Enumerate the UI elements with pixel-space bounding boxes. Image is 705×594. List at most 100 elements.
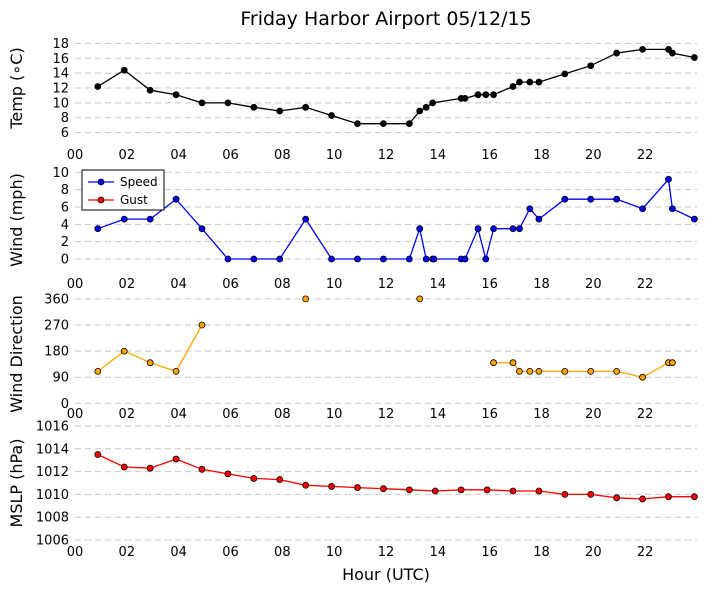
data-point xyxy=(120,347,128,355)
x-tick-label: 04 xyxy=(170,545,187,560)
data-point xyxy=(535,487,543,495)
y-tick-label: 0 xyxy=(61,253,69,268)
data-point xyxy=(146,86,154,94)
data-point xyxy=(429,99,437,107)
data-point xyxy=(613,195,621,203)
x-tick-label: 02 xyxy=(119,545,136,560)
data-point xyxy=(120,463,128,471)
data-point xyxy=(380,255,387,263)
data-point xyxy=(668,359,676,367)
data-point xyxy=(405,486,413,494)
data-point xyxy=(380,485,387,493)
data-point xyxy=(613,49,621,57)
y-tick-label: 10 xyxy=(52,166,69,181)
y-tick-label: 1012 xyxy=(36,465,69,480)
data-point xyxy=(587,62,595,70)
y-tick-label: 4 xyxy=(61,218,69,233)
data-point xyxy=(416,295,424,303)
data-point xyxy=(665,493,672,501)
y-tick-label: 1006 xyxy=(36,534,69,549)
data-point xyxy=(198,321,206,329)
y-tick-label: 8 xyxy=(61,111,69,126)
data-point xyxy=(668,49,676,57)
data-point xyxy=(526,367,534,375)
x-tick-label: 22 xyxy=(637,407,654,422)
data-point xyxy=(691,493,698,501)
data-point xyxy=(526,78,534,86)
x-tick-label: 12 xyxy=(378,148,395,163)
data-point xyxy=(691,54,698,61)
data-point xyxy=(94,225,102,233)
chart-title: Friday Harbor Airport 05/12/15 xyxy=(240,8,531,30)
y-tick-label: 1016 xyxy=(36,420,69,435)
y-tick-label: 10 xyxy=(52,96,69,111)
y-tick-label: 6 xyxy=(61,126,69,141)
series-line xyxy=(97,48,695,125)
data-point xyxy=(146,359,154,367)
y-tick-label: 1008 xyxy=(36,511,69,526)
data-point xyxy=(380,120,387,128)
data-point xyxy=(535,78,543,86)
x-tick-label: 02 xyxy=(119,277,136,292)
data-point xyxy=(691,215,698,223)
x-tick-label: 04 xyxy=(170,277,187,292)
data-point xyxy=(461,255,469,263)
x-tick-label: 10 xyxy=(326,407,343,422)
x-tick-label: 04 xyxy=(170,148,187,163)
data-point xyxy=(587,367,595,375)
data-point xyxy=(516,367,523,375)
y-tick-label: 360 xyxy=(44,292,69,307)
data-point xyxy=(665,175,672,183)
y-axis-label: MSLP (hPa) xyxy=(7,439,26,528)
data-point xyxy=(250,475,258,482)
data-point xyxy=(354,255,361,263)
x-tick-label: 18 xyxy=(533,148,550,163)
y-tick-label: 6 xyxy=(61,201,69,216)
data-point xyxy=(430,255,438,263)
data-point xyxy=(302,215,310,223)
x-tick-label: 22 xyxy=(637,148,654,163)
data-point xyxy=(172,367,180,375)
legend-marker xyxy=(97,178,105,186)
y-tick-label: 18 xyxy=(52,37,69,52)
x-tick-label: 00 xyxy=(67,407,84,422)
panel-3: 0 90 180 270 360 00 02 04 06 08 10 12 14 16 18 20 22 Wind… xyxy=(7,292,697,422)
x-tick-label: 12 xyxy=(378,277,395,292)
data-point xyxy=(250,103,258,111)
y-tick-label: 180 xyxy=(44,345,69,360)
data-point xyxy=(561,70,569,78)
x-tick-label: 02 xyxy=(119,148,136,163)
data-point xyxy=(535,367,543,375)
x-tick-label: 00 xyxy=(67,545,84,560)
x-tick-label: 10 xyxy=(326,277,343,292)
y-tick-label: 14 xyxy=(52,67,69,82)
data-point xyxy=(561,367,569,375)
data-point xyxy=(516,225,523,233)
data-point xyxy=(276,255,284,263)
y-tick-label: 90 xyxy=(52,371,69,386)
x-tick-label: 22 xyxy=(637,277,654,292)
data-point xyxy=(172,91,180,99)
x-tick-label: 22 xyxy=(637,545,654,560)
x-tick-label: 06 xyxy=(222,545,239,560)
data-point xyxy=(535,215,543,223)
x-tick-label: 08 xyxy=(274,148,291,163)
legend-label: Gust xyxy=(120,193,148,207)
data-point xyxy=(639,373,646,381)
data-point xyxy=(276,107,284,115)
data-point xyxy=(276,476,284,483)
data-point xyxy=(328,483,335,490)
y-tick-label: 270 xyxy=(44,319,69,334)
x-tick-label: 12 xyxy=(378,407,395,422)
data-point xyxy=(302,295,310,303)
data-point xyxy=(516,78,523,86)
legend-label: Speed xyxy=(120,175,158,189)
x-tick-label: 14 xyxy=(430,545,447,560)
x-tick-label: 16 xyxy=(481,407,498,422)
data-point xyxy=(613,367,621,375)
x-tick-label: 08 xyxy=(274,407,291,422)
data-point xyxy=(509,359,517,367)
data-point xyxy=(250,255,258,263)
data-point xyxy=(587,195,595,203)
